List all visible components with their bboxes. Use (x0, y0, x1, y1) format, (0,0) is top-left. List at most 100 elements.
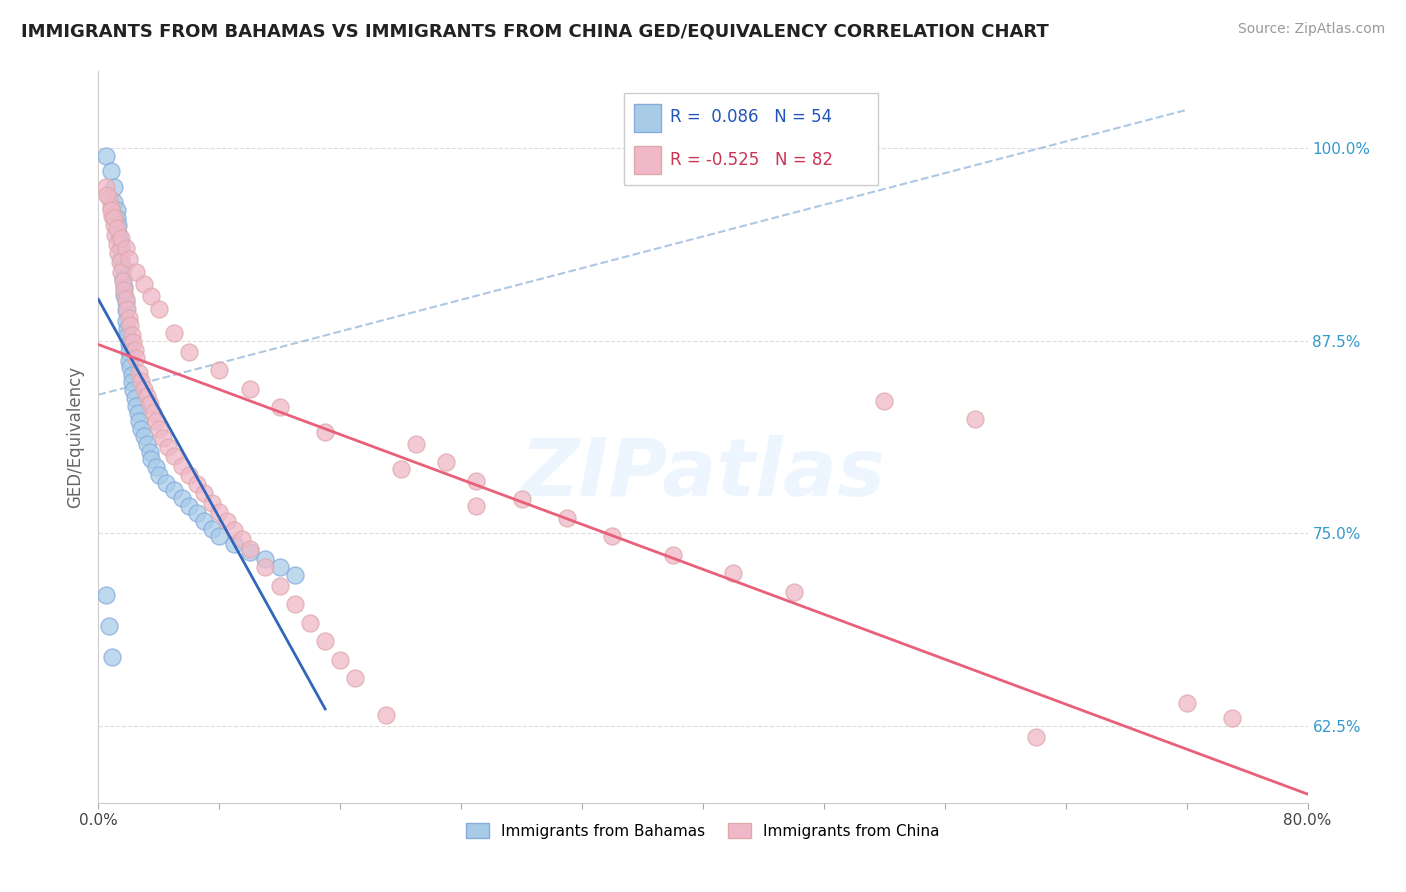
Legend: Immigrants from Bahamas, Immigrants from China: Immigrants from Bahamas, Immigrants from… (458, 815, 948, 847)
Point (125, 264, 148, 278)
Point (112, 283, 135, 297)
Text: IMMIGRANTS FROM BAHAMAS VS IMMIGRANTS FROM CHINA GED/EQUIVALENCY CORRELATION CHA: IMMIGRANTS FROM BAHAMAS VS IMMIGRANTS FR… (21, 22, 1049, 40)
Text: Source: ZipAtlas.com: Source: ZipAtlas.com (1237, 22, 1385, 37)
Point (107, 226, 129, 240)
Point (103, 195, 125, 210)
Point (118, 337, 141, 351)
Point (114, 292, 136, 306)
Point (314, 634, 336, 648)
Y-axis label: GED/Equivalency: GED/Equivalency (66, 366, 84, 508)
Point (132, 277, 155, 291)
Point (224, 537, 246, 551)
Point (145, 460, 167, 475)
Text: R = -0.525   N = 82: R = -0.525 N = 82 (671, 151, 834, 169)
Point (118, 354, 141, 368)
Point (111, 274, 134, 288)
Point (374, 708, 396, 723)
Point (110, 242, 132, 256)
Point (208, 505, 231, 519)
Point (155, 475, 177, 490)
Point (201, 495, 224, 509)
Point (208, 529, 231, 543)
Point (170, 491, 193, 505)
Point (555, 511, 578, 525)
Point (405, 437, 427, 451)
Point (132, 382, 155, 396)
Point (132, 429, 155, 443)
Point (120, 359, 142, 374)
Point (127, 406, 149, 420)
Point (142, 406, 165, 420)
Point (115, 329, 138, 343)
Point (148, 422, 170, 436)
Point (299, 615, 322, 630)
Point (101, 209, 124, 223)
Point (1220, 711, 1243, 725)
Point (94, 179, 117, 194)
Point (284, 568, 307, 582)
Point (602, 529, 624, 543)
Point (179, 499, 201, 513)
Point (434, 455, 457, 469)
Point (314, 425, 336, 439)
Point (122, 383, 145, 397)
Point (103, 211, 125, 225)
Point (107, 246, 129, 260)
Point (98, 618, 121, 632)
Bar (634, 104, 661, 132)
Point (269, 400, 291, 414)
Point (163, 326, 186, 340)
Text: R =  0.086   N = 54: R = 0.086 N = 54 (671, 108, 832, 126)
Point (105, 236, 128, 251)
Point (965, 412, 987, 426)
Point (148, 301, 170, 316)
Point (129, 374, 152, 388)
Point (152, 431, 174, 445)
Point (115, 321, 138, 335)
Point (193, 486, 215, 500)
Point (253, 560, 276, 574)
Point (156, 440, 179, 454)
Point (239, 382, 262, 396)
Point (101, 649, 124, 664)
Point (135, 389, 157, 403)
Point (105, 202, 128, 217)
Point (1175, 696, 1198, 710)
Point (125, 399, 148, 413)
Point (110, 230, 132, 244)
Point (135, 437, 157, 451)
Point (873, 393, 896, 408)
Point (122, 335, 145, 350)
Point (111, 261, 134, 276)
Point (269, 579, 291, 593)
Point (145, 414, 167, 428)
Point (723, 566, 745, 581)
Point (100, 202, 122, 217)
Point (124, 343, 146, 357)
Point (239, 541, 262, 556)
Point (201, 522, 224, 536)
Point (139, 397, 162, 411)
Point (114, 242, 136, 256)
Point (121, 368, 143, 382)
Point (96, 187, 118, 202)
Point (269, 560, 291, 574)
Point (193, 514, 215, 528)
Point (121, 376, 143, 390)
Point (108, 255, 131, 269)
Point (124, 391, 146, 405)
Point (120, 318, 142, 333)
Bar (624, 94, 879, 185)
Point (344, 671, 367, 685)
Point (112, 280, 135, 294)
Point (115, 301, 138, 316)
Point (107, 219, 129, 233)
Point (208, 363, 231, 377)
Point (284, 597, 307, 611)
Point (163, 483, 186, 498)
Point (114, 314, 136, 328)
Point (329, 652, 352, 666)
Point (253, 552, 276, 566)
Point (105, 221, 128, 235)
Point (239, 545, 262, 559)
